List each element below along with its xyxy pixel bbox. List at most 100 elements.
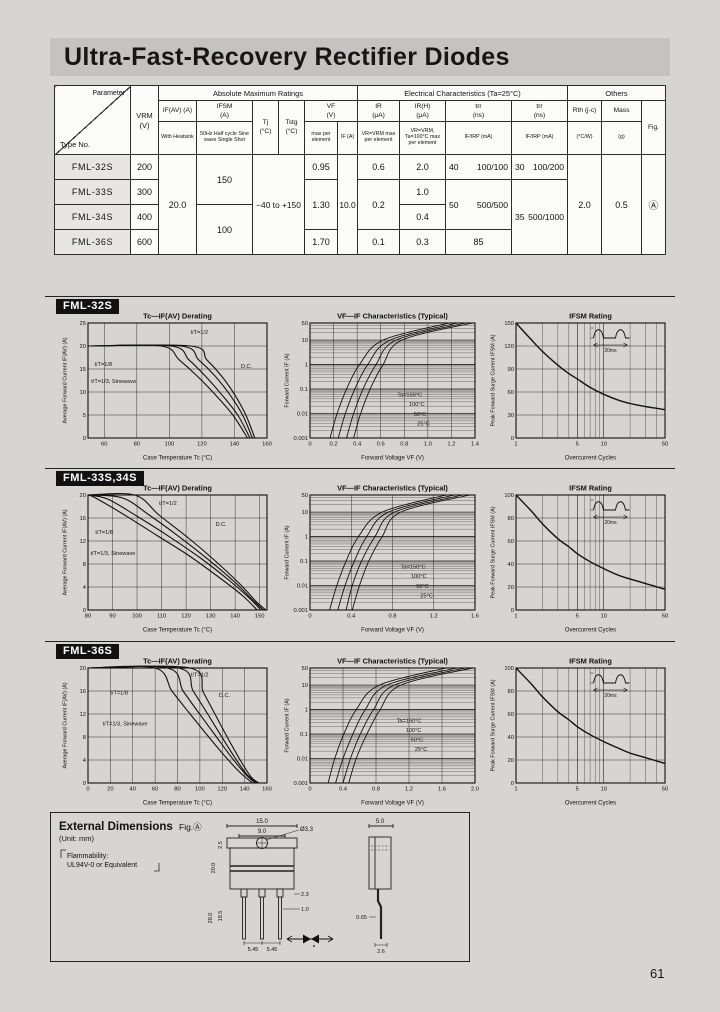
series-curve xyxy=(335,667,457,784)
series-curve xyxy=(87,494,258,611)
col-trr1: trr (ns) xyxy=(445,100,512,122)
curve-label: D.C. xyxy=(241,364,253,370)
y-tick-label: 20 xyxy=(508,758,514,764)
y-tick-label: 12 xyxy=(80,539,86,545)
x-tick-label: 80 xyxy=(134,442,140,448)
y-tick-label: 8 xyxy=(83,562,86,568)
x-tick-label: 0.4 xyxy=(339,787,348,793)
chart-title: IFSM Rating xyxy=(569,484,612,493)
curve-label: t/T=1/8 xyxy=(95,530,113,536)
derating-chart: Tc—IF(AV) Derating 60 80 100 120 140 160 0 5 10 15… xyxy=(60,310,276,467)
x-tick-label: 1.4 xyxy=(471,442,480,448)
x-tick-label: 100 xyxy=(195,787,205,793)
y-tick-label: 100 xyxy=(504,666,514,672)
sub-ir: VR=VRM max per element xyxy=(357,121,400,155)
plot-frame xyxy=(515,494,666,611)
x-tick-label: 1.6 xyxy=(471,614,479,620)
cell-type: FML-34S xyxy=(54,204,131,230)
y-tick-label: 0.001 xyxy=(293,781,308,787)
external-dimensions-box: External Dimensions (Unit: mm) Flammabil… xyxy=(50,812,470,962)
x-tick-label: 1 xyxy=(514,787,517,793)
inset-period-label: 20ms xyxy=(604,520,617,526)
x-tick-label: 10 xyxy=(600,787,606,793)
dim-hole: Ø3.3 xyxy=(300,827,314,833)
y-tick-label: 0.01 xyxy=(297,584,308,590)
y-tick-label: 8 xyxy=(83,735,86,741)
corner-parameter: Parameter xyxy=(92,90,125,97)
package-front-view: 15.0 9.0 Ø3.3 2.5 20.0 18.5 xyxy=(208,819,314,953)
y-tick-label: 0.1 xyxy=(300,732,308,738)
x-tick-label: 90 xyxy=(109,614,115,620)
plot-frame xyxy=(515,322,666,439)
part-badge: FML-33S,34S xyxy=(56,471,144,486)
cell-irh: 1.0 xyxy=(399,179,446,205)
y-axis-label: Forward Current IF (A) xyxy=(285,525,291,579)
plot-frame xyxy=(87,322,268,439)
cell-irh: 0.3 xyxy=(399,229,446,255)
y-tick-label: 120 xyxy=(504,344,514,350)
group-electrical-characteristics: Electrical Characteristics (Ta=25°C) xyxy=(357,85,568,101)
cell-vrm: 600 xyxy=(130,229,159,255)
group-absolute-maximum-ratings: Absolute Maximum Ratings xyxy=(158,85,358,101)
y-tick-label: 0.1 xyxy=(300,387,308,393)
x-axis-label: Overcurrent Cycles xyxy=(565,628,616,634)
x-tick-label: 140 xyxy=(230,614,240,620)
cell-trr2: 35 500/1000 xyxy=(511,179,568,255)
y-tick-label: 12 xyxy=(80,712,86,718)
sub-irh: VR=VRM, Ta=100°C max per element xyxy=(399,121,446,155)
dim-pitch-a: 5.45 xyxy=(248,947,259,953)
cell-fig: Ⓐ xyxy=(641,154,666,255)
page-title: Ultra-Fast-Recovery Rectifier Diodes xyxy=(50,38,670,76)
chart-title: VF—IF Characteristics (Typical) xyxy=(337,657,448,666)
x-tick-label: 0.2 xyxy=(330,442,338,448)
section-divider xyxy=(45,641,675,642)
x-tick-label: 50 xyxy=(662,787,668,793)
dim-lead-step: 2.3 xyxy=(301,892,309,898)
sub-rth: (°C/W) xyxy=(567,121,602,155)
cell-vf-if: 10.0 xyxy=(337,154,358,255)
cell-tj-tstg: −40 to +150 xyxy=(252,154,305,255)
x-tick-label: 0.8 xyxy=(372,787,380,793)
cell-trr2: 30 100/200 xyxy=(511,154,568,180)
flammability-bracket xyxy=(60,849,160,872)
sub-ifsm: 50Hz Half cycle Sine wave Single Shot xyxy=(196,121,253,155)
series-group xyxy=(515,322,666,411)
y-tick-label: 60 xyxy=(508,390,514,396)
y-tick-label: 0 xyxy=(83,436,86,442)
y-tick-label: 0.01 xyxy=(297,757,308,763)
x-tick-label: 160 xyxy=(262,442,272,448)
series-curve xyxy=(327,667,447,784)
curve-label: t/T=1/2 xyxy=(191,330,209,336)
series-group xyxy=(87,665,260,784)
y-tick-label: 10 xyxy=(302,510,308,516)
y-tick-label: 0 xyxy=(511,436,514,442)
y-tick-label: 0 xyxy=(511,781,514,787)
cell-trr1: 85 xyxy=(445,229,512,255)
y-tick-label: 4 xyxy=(83,585,87,591)
y-tick-label: 0 xyxy=(511,608,514,614)
series-curve xyxy=(351,494,470,611)
series-group xyxy=(329,322,473,439)
col-trr2: trr (ns) xyxy=(511,100,568,122)
vf-if-chart: VF—IF Characteristics (Typical) 0 0.4 0.8 1.… xyxy=(282,655,484,812)
sub-vf-max: max per element xyxy=(304,121,338,155)
y-tick-label: 1 xyxy=(305,535,308,541)
curve-label: 25°C xyxy=(417,421,430,427)
x-tick-label: 0.8 xyxy=(400,442,408,448)
series-curve xyxy=(87,665,258,784)
cell-trr1: 40 100/100 xyxy=(445,154,512,180)
x-tick-label: 1.2 xyxy=(430,614,438,620)
x-tick-label: 0 xyxy=(86,787,89,793)
x-tick-label: 80 xyxy=(174,787,180,793)
cell-ifav: 20.0 xyxy=(158,154,197,255)
x-tick-label: 1.2 xyxy=(405,787,413,793)
dim-lead-thickness: 0.65 xyxy=(356,915,367,921)
y-tick-label: 25 xyxy=(80,321,86,327)
cell-ir: 0.1 xyxy=(357,229,400,255)
curve-label: t/T=1/3, Sinewave xyxy=(103,722,148,728)
y-tick-label: 0.1 xyxy=(300,559,308,565)
y-tick-label: 0 xyxy=(83,781,86,787)
surge-waveform-inset: 20ms xyxy=(590,672,630,699)
x-tick-label: 40 xyxy=(130,787,136,793)
